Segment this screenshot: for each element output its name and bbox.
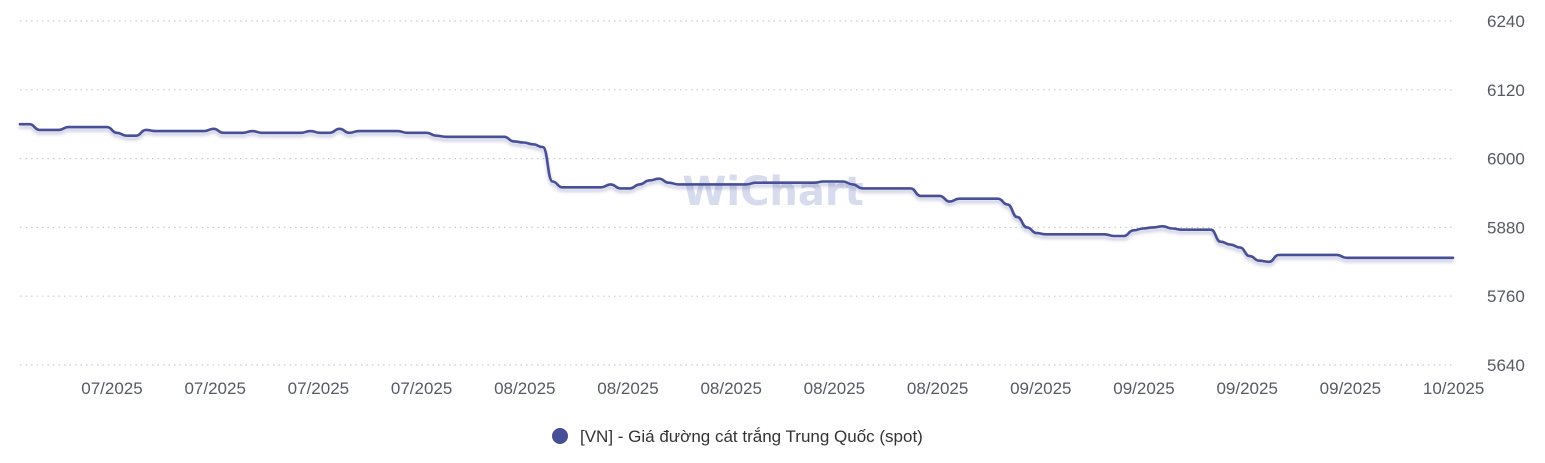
- legend-label[interactable]: [VN] - Giá đường cát trắng Trung Quốc (s…: [580, 427, 923, 446]
- x-tick-label: 07/2025: [288, 379, 349, 398]
- y-tick-label: 6000: [1487, 150, 1525, 169]
- y-tick-label: 5880: [1487, 218, 1525, 237]
- x-tick-label: 07/2025: [81, 379, 142, 398]
- x-tick-label: 09/2025: [1320, 379, 1381, 398]
- legend[interactable]: [VN] - Giá đường cát trắng Trung Quốc (s…: [552, 427, 923, 446]
- x-tick-label: 09/2025: [1113, 379, 1174, 398]
- x-tick-label: 09/2025: [1216, 379, 1277, 398]
- x-tick-label: 09/2025: [1010, 379, 1071, 398]
- x-tick-label: 07/2025: [184, 379, 245, 398]
- x-tick-label: 08/2025: [700, 379, 761, 398]
- legend-swatch: [552, 428, 568, 444]
- y-tick-label: 6120: [1487, 81, 1525, 100]
- x-tick-label: 08/2025: [597, 379, 658, 398]
- y-tick-label: 5640: [1487, 356, 1525, 375]
- y-tick-label: 5760: [1487, 287, 1525, 306]
- series-line[interactable]: [18, 122, 1455, 264]
- y-tick-label: 6240: [1487, 12, 1525, 31]
- x-tick-label: 08/2025: [494, 379, 555, 398]
- x-tick-label: 08/2025: [804, 379, 865, 398]
- y-axis: 6240 6120 6000 5880 5760 5640: [1487, 12, 1525, 375]
- series-lines: [18, 122, 1455, 264]
- x-axis: 07/2025 07/2025 07/2025 07/2025 08/2025 08/20…: [81, 379, 1484, 398]
- x-tick-label: 10/2025: [1423, 379, 1484, 398]
- x-tick-label: 08/2025: [907, 379, 968, 398]
- x-tick-label: 07/2025: [391, 379, 452, 398]
- watermark: WiChart: [682, 169, 864, 215]
